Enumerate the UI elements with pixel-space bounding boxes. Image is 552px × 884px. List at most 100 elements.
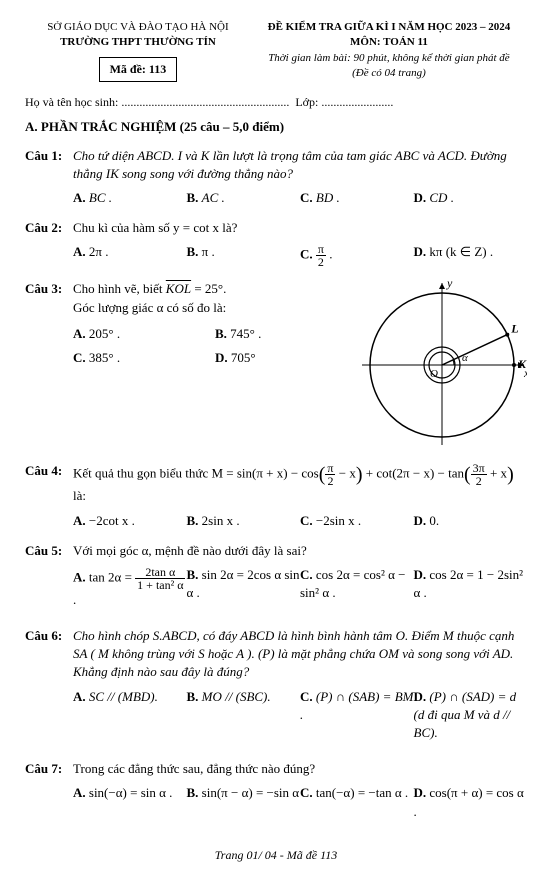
q5-text: Với mọi góc α, mệnh đề nào dưới đây là s… [73,542,527,560]
q5-a-tail: . [73,592,76,607]
question-1: Câu 1: Cho tứ diện ABCD. I và K lần lượt… [25,147,527,208]
q1-options: A. BC . B. AC . C. BD . D. CD . [73,189,527,207]
q1-c: BD . [316,190,340,205]
header-row: SỞ GIÁO DỤC VÀ ĐÀO TẠO HÀ NỘI TRƯỜNG THP… [25,20,527,82]
q4-tail: là: [73,488,86,503]
lparen: ( [319,464,326,486]
q7-options: A. sin(−α) = sin α . B. sin(π − α) = −si… [73,784,527,826]
pages-line: (Đề có 04 trang) [251,66,527,81]
q7-opt-a: A. sin(−α) = sin α . [73,784,187,820]
q5-d: cos 2α = 1 − 2sin² α . [414,567,524,600]
q4-frac1: π2 [325,462,335,487]
lparen2: ( [464,464,471,486]
letter-a: A. [73,785,86,800]
svg-text:O: O [430,368,438,380]
svg-text:y: y [446,280,453,290]
letter-d: D. [414,513,427,528]
q2-c-frac: π2 [316,243,326,268]
q3-d: 705° [231,350,256,365]
q5-a-frac: 2tan α1 + tan² α [135,566,185,591]
letter-b: B. [187,190,199,205]
q4-options: A. −2cot x . B. 2sin x . C. −2sin x . D.… [73,512,527,530]
letter-b: B. [187,689,199,704]
q1-b: AC . [202,190,225,205]
q2-d: kπ (k ∈ Z) . [429,244,493,259]
q4-p2-tail: + x [487,466,507,481]
q5-options: A. tan 2α = 2tan α1 + tan² α . B. sin 2α… [73,566,527,615]
q2-opt-b: B. π . [187,243,301,268]
q3-opt-d: D. 705° [215,349,357,367]
q2-a: 2π . [89,244,109,259]
question-7: Câu 7: Trong các đẳng thức sau, đẳng thứ… [25,760,527,827]
exam-title: ĐỀ KIỂM TRA GIỮA KÌ I NĂM HỌC 2023 – 202… [251,20,527,35]
question-6: Câu 6: Cho hình chóp S.ABCD, có đáy ABCD… [25,627,527,748]
q4-a: −2cot x . [89,513,135,528]
q4-mid1: + cot(2π − x) − tan [363,466,464,481]
question-2: Câu 2: Chu kì của hàm số y = cot x là? A… [25,219,527,268]
letter-c: C. [300,785,313,800]
q2-opt-a: A. 2π . [73,243,187,268]
student-info: Họ và tên học sinh: ....................… [25,94,527,111]
letter-c: C. [300,567,313,582]
exam-code-box: Mã đề: 113 [99,57,178,82]
q1-opt-a: A. BC . [73,189,187,207]
circle-diagram: xyKLOα [357,280,527,450]
org-line: SỞ GIÁO DỤC VÀ ĐÀO TẠO HÀ NỘI [25,20,251,35]
letter-a: A. [73,569,86,584]
q6-d: (P) ∩ (SAD) = d (d đi qua M và d // BC). [414,689,517,740]
name-dots: ........................................… [121,95,289,109]
letter-d: D. [414,689,427,704]
letter-c: C. [300,190,313,205]
q2-c-den: 2 [316,256,326,268]
header-right: ĐỀ KIỂM TRA GIỮA KÌ I NĂM HỌC 2023 – 202… [251,20,527,82]
q3-text3: Góc lượng giác α có số đo là: [73,299,357,317]
letter-c: C. [73,350,86,365]
letter-c: C. [300,513,313,528]
q4-opt-d: D. 0. [414,512,528,530]
section-a-title: A. PHẦN TRẮC NGHIỆM (25 câu – 5,0 điểm) [25,118,527,136]
q4-b: 2sin x . [202,513,240,528]
svg-text:L: L [510,322,518,336]
q2-opt-d: D. kπ (k ∈ Z) . [414,243,528,268]
letter-a: A. [73,190,86,205]
q6-c: (P) ∩ (SAB) = BM . [300,689,413,722]
q1-label: Câu 1: [25,147,73,165]
q3-opt-c: C. 385° . [73,349,215,367]
letter-b: B. [215,326,227,341]
name-label: Họ và tên học sinh: [25,95,118,109]
q5-opt-a: A. tan 2α = 2tan α1 + tan² α . [73,566,187,609]
q7-c: tan(−α) = −tan α . [316,785,408,800]
q4-text: Kết quả thu gọn biểu thức M = sin(π + x)… [73,462,527,505]
footer: Trang 01/ 04 - Mã đề 113 [25,847,527,864]
q6-opt-d: D. (P) ∩ (SAD) = d (d đi qua M và d // B… [414,688,528,743]
time-line: Thời gian làm bài: 90 phút, không kể thờ… [251,51,527,66]
question-5: Câu 5: Với mọi góc α, mệnh đề nào dưới đ… [25,542,527,615]
q5-label: Câu 5: [25,542,73,560]
letter-d: D. [414,244,427,259]
q6-options: A. SC // (MBD). B. MO // (SBC). C. (P) ∩… [73,688,527,749]
q5-c: cos 2α = cos² α − sin² α . [300,567,405,600]
q3-opt-a: A. 205° . [73,325,215,343]
q7-opt-c: C. tan(−α) = −tan α . [300,784,414,820]
q4-opt-a: A. −2cot x . [73,512,187,530]
school-line: TRƯỜNG THPT THƯỜNG TÍN [25,35,251,50]
letter-d: D. [414,567,427,582]
q7-text: Trong các đẳng thức sau, đẳng thức nào đ… [73,760,527,778]
class-label: Lớp: [295,95,318,109]
q6-opt-c: C. (P) ∩ (SAB) = BM . [300,688,414,743]
q1-d: CD . [429,190,454,205]
q3-b: 745° . [230,326,261,341]
q4-label: Câu 4: [25,462,73,480]
header-left: SỞ GIÁO DỤC VÀ ĐÀO TẠO HÀ NỘI TRƯỜNG THP… [25,20,251,82]
svg-text:α: α [462,352,468,364]
q5-a-num: 2tan α [135,566,185,579]
letter-a: A. [73,244,86,259]
q5-a-lead: tan 2α = [89,569,135,584]
q7-d: cos(π + α) = cos α . [414,785,524,818]
question-3: Câu 3: Cho hình vẽ, biết KOL = 25°. Góc … [25,280,527,450]
q1-opt-c: C. BD . [300,189,414,207]
q3-options-row2: C. 385° . D. 705° [73,349,357,367]
q6-text: Cho hình chóp S.ABCD, có đáy ABCD là hìn… [73,627,527,682]
q4-p1-den: 2 [325,475,335,487]
q3-text1: Cho hình vẽ, biết [73,281,166,296]
